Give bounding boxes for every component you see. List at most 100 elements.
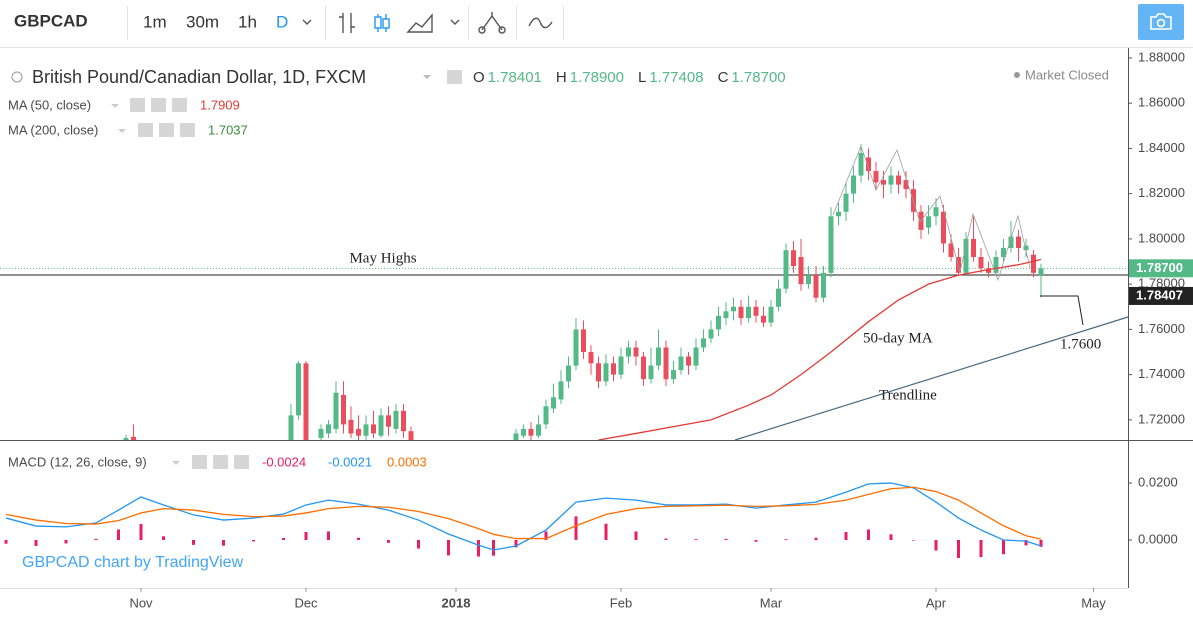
y-tick-label: 1.78000: [1138, 276, 1185, 291]
candle-body: [528, 428, 534, 436]
bars-icon[interactable]: [339, 13, 355, 33]
candles-icon-body[interactable]: [374, 16, 382, 29]
candle-body: [671, 370, 676, 380]
eye-button[interactable]: [447, 70, 462, 84]
histogram-bar: [544, 531, 548, 541]
histogram-bar: [477, 540, 480, 557]
camera-icon[interactable]: [1156, 18, 1166, 28]
remove-button[interactable]: [234, 455, 249, 469]
y-tick-label: 0.0000: [1138, 531, 1178, 546]
price-badge-label: 1.78407: [1136, 287, 1183, 302]
candle-body: [813, 275, 819, 298]
candle-body: [806, 275, 811, 285]
ohlc-key: L: [638, 69, 646, 86]
indicators-icon[interactable]: [498, 26, 506, 34]
camera-icon[interactable]: [1150, 13, 1172, 30]
dropdown-icon[interactable]: [450, 19, 460, 25]
histogram-bar: [4, 540, 8, 544]
interval-active[interactable]: D: [276, 12, 288, 31]
candle-body: [378, 415, 384, 436]
candle-body: [836, 211, 841, 217]
dropdown-icon[interactable]: [118, 129, 126, 133]
candle-body: [881, 180, 886, 185]
candle-body: [1016, 236, 1021, 248]
settings-button[interactable]: [159, 123, 174, 137]
histogram-bar: [34, 540, 38, 546]
annotation: May Highs: [349, 250, 416, 266]
dropdown-icon[interactable]: [302, 19, 312, 25]
histogram-bar: [514, 540, 518, 548]
legend-value: -0.0021: [328, 454, 372, 469]
y-tick-label: 1.74000: [1138, 366, 1185, 381]
interval[interactable]: 1m: [143, 12, 167, 31]
candle-body: [663, 347, 669, 380]
histogram-bar: [867, 529, 870, 541]
eye-button[interactable]: [130, 98, 145, 112]
candle-body: [873, 171, 879, 183]
histogram-bar: [754, 540, 758, 542]
candle-body: [686, 356, 691, 366]
candle-body: [341, 394, 346, 425]
settings-button[interactable]: [151, 98, 166, 112]
candles-icon-body[interactable]: [382, 18, 390, 29]
candle-body: [896, 175, 901, 185]
y-tick-label: 1.88000: [1138, 49, 1185, 64]
candle-body: [903, 180, 909, 190]
histogram-bar: [664, 538, 668, 541]
dropdown-icon[interactable]: [111, 104, 119, 108]
eye-button[interactable]: [192, 455, 207, 469]
histogram-bar: [934, 540, 938, 551]
candle-body: [566, 365, 571, 382]
candle-body: [708, 329, 714, 339]
interval[interactable]: 30m: [186, 12, 219, 31]
candle-body: [858, 152, 864, 176]
candle-body: [798, 257, 804, 285]
interval[interactable]: 1h: [238, 12, 257, 31]
candle-body: [356, 428, 361, 436]
annotation: 50-day MA: [863, 330, 933, 346]
candle-body: [401, 410, 406, 432]
annotation: 1.7600: [1060, 336, 1101, 352]
price-legend: British Pound/Canadian Dollar, 1D, FXCM …: [8, 67, 1109, 138]
legend-value: 1.7037: [208, 122, 248, 137]
indicators-icon[interactable]: [481, 12, 503, 31]
candle-body: [843, 193, 849, 212]
pattern-drawing: [832, 144, 1031, 282]
histogram-bar: [357, 537, 360, 541]
dropdown-icon[interactable]: [423, 75, 431, 79]
price-badge: [1129, 286, 1193, 305]
candle-body: [521, 428, 526, 436]
compare-icon[interactable]: [528, 17, 553, 29]
histogram-bar: [304, 532, 308, 541]
dropdown-icon[interactable]: [172, 461, 180, 465]
eye-button[interactable]: [138, 123, 153, 137]
legend-value: 0.0003: [387, 454, 427, 469]
axes: 1.88000 1.86000 1.84000 1.82000 1.80000 1.780…: [129, 49, 1193, 610]
histogram-bar: [979, 540, 983, 558]
symbol[interactable]: GBPCAD: [14, 11, 88, 30]
candle-body: [296, 363, 301, 416]
area-icon[interactable]: [406, 13, 433, 33]
toolbar: GBPCAD 1m 30m 1h D: [0, 0, 1193, 48]
candle-body: [701, 338, 706, 348]
histogram-bar: [282, 538, 285, 541]
y-tick-label: 1.80000: [1138, 230, 1185, 245]
candle-body: [716, 315, 721, 330]
remove-button[interactable]: [172, 98, 187, 112]
ohlc-key: H: [556, 69, 567, 86]
x-tick-label: Feb: [610, 595, 632, 610]
settings-button[interactable]: [213, 455, 228, 469]
remove-button[interactable]: [180, 123, 195, 137]
candle-body: [678, 356, 684, 371]
indicators-icon[interactable]: [478, 26, 486, 34]
ohlc-row: O 1.78401 H 1.78900 L 1.77408 C 1.78700: [473, 69, 786, 86]
candle-body: [1008, 236, 1014, 248]
chart-title: British Pound/Canadian Dollar, 1D, FXCM: [32, 67, 366, 87]
candle-body: [1001, 247, 1006, 258]
candle-body: [948, 243, 954, 258]
candle-body: [693, 347, 699, 366]
ohlc-value: 1.78700: [731, 69, 785, 86]
snapshot-button[interactable]: [1138, 4, 1184, 40]
candle-body: [1023, 245, 1029, 251]
